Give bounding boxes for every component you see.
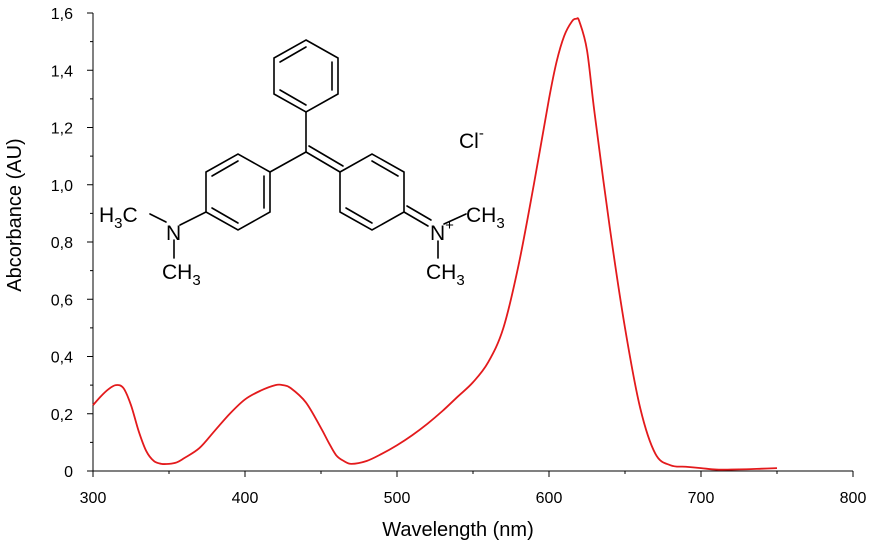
y-tick-label: 1,6 — [51, 6, 73, 23]
y-tick-label: 0,2 — [51, 407, 73, 424]
y-tick-label: 0,6 — [51, 292, 73, 309]
double-bond — [406, 205, 432, 221]
chloride-counter-ion: Cl- — [459, 125, 484, 153]
phenyl-double-bond — [279, 46, 307, 63]
y-tick-label: 1,2 — [51, 121, 73, 138]
left-ring-double-bond — [211, 160, 239, 177]
left-nitrogen-label: N — [166, 222, 181, 245]
right-ring — [339, 153, 405, 231]
y-ticks: 0 0,2 0,4 0,6 0,8 1,0 1,2 1,4 1,6 — [51, 6, 93, 481]
series-layer — [92, 17, 778, 471]
y-tick-label: 0,4 — [51, 350, 73, 367]
bond — [269, 151, 307, 173]
phenyl-double-bond — [279, 89, 307, 106]
x-tick-label: 800 — [840, 490, 867, 507]
molecule-structure: H3C N CH3 N+ CH3 CH3 Cl- — [99, 39, 505, 289]
right-nitrogen-label: N+ — [430, 217, 454, 245]
phenyl-ring — [273, 39, 339, 113]
right-ring-double-bond — [371, 160, 399, 177]
x-tick-label: 300 — [80, 490, 107, 507]
y-tick-label: 0,8 — [51, 235, 73, 252]
y-tick-label: 0 — [64, 464, 73, 481]
y-tick-label: 1,4 — [51, 63, 73, 80]
y-tick-label: 1,0 — [51, 178, 73, 195]
right-methyl-label: CH3 — [466, 204, 505, 232]
bond — [443, 213, 467, 225]
x-tick-label: 600 — [536, 490, 563, 507]
x-ticks: 300 400 500 600 700 800 — [80, 471, 867, 507]
x-axis-title: Wavelength (nm) — [382, 519, 534, 541]
double-bond — [305, 151, 341, 173]
left-methyl2-label: CH3 — [162, 261, 201, 289]
axes: 300 400 500 600 700 800 0 0,2 0,4 0,6 0,8 1,0 1,2 1,… — [51, 6, 867, 507]
y-axis-title: Abcorbance (AU) — [4, 138, 26, 291]
left-ring-double-bond — [211, 207, 239, 224]
right-ring-double-bond — [345, 207, 373, 224]
double-bond — [403, 211, 429, 227]
right-methyl2-label: CH3 — [426, 261, 465, 289]
absorbance-series-line — [92, 17, 778, 471]
x-tick-label: 700 — [688, 490, 715, 507]
double-bond — [308, 145, 344, 167]
bond — [179, 211, 207, 226]
bond — [149, 213, 167, 223]
x-tick-label: 400 — [232, 490, 259, 507]
left-methyl-label: H3C — [99, 204, 138, 232]
left-ring — [205, 153, 271, 231]
x-tick-label: 500 — [384, 490, 411, 507]
